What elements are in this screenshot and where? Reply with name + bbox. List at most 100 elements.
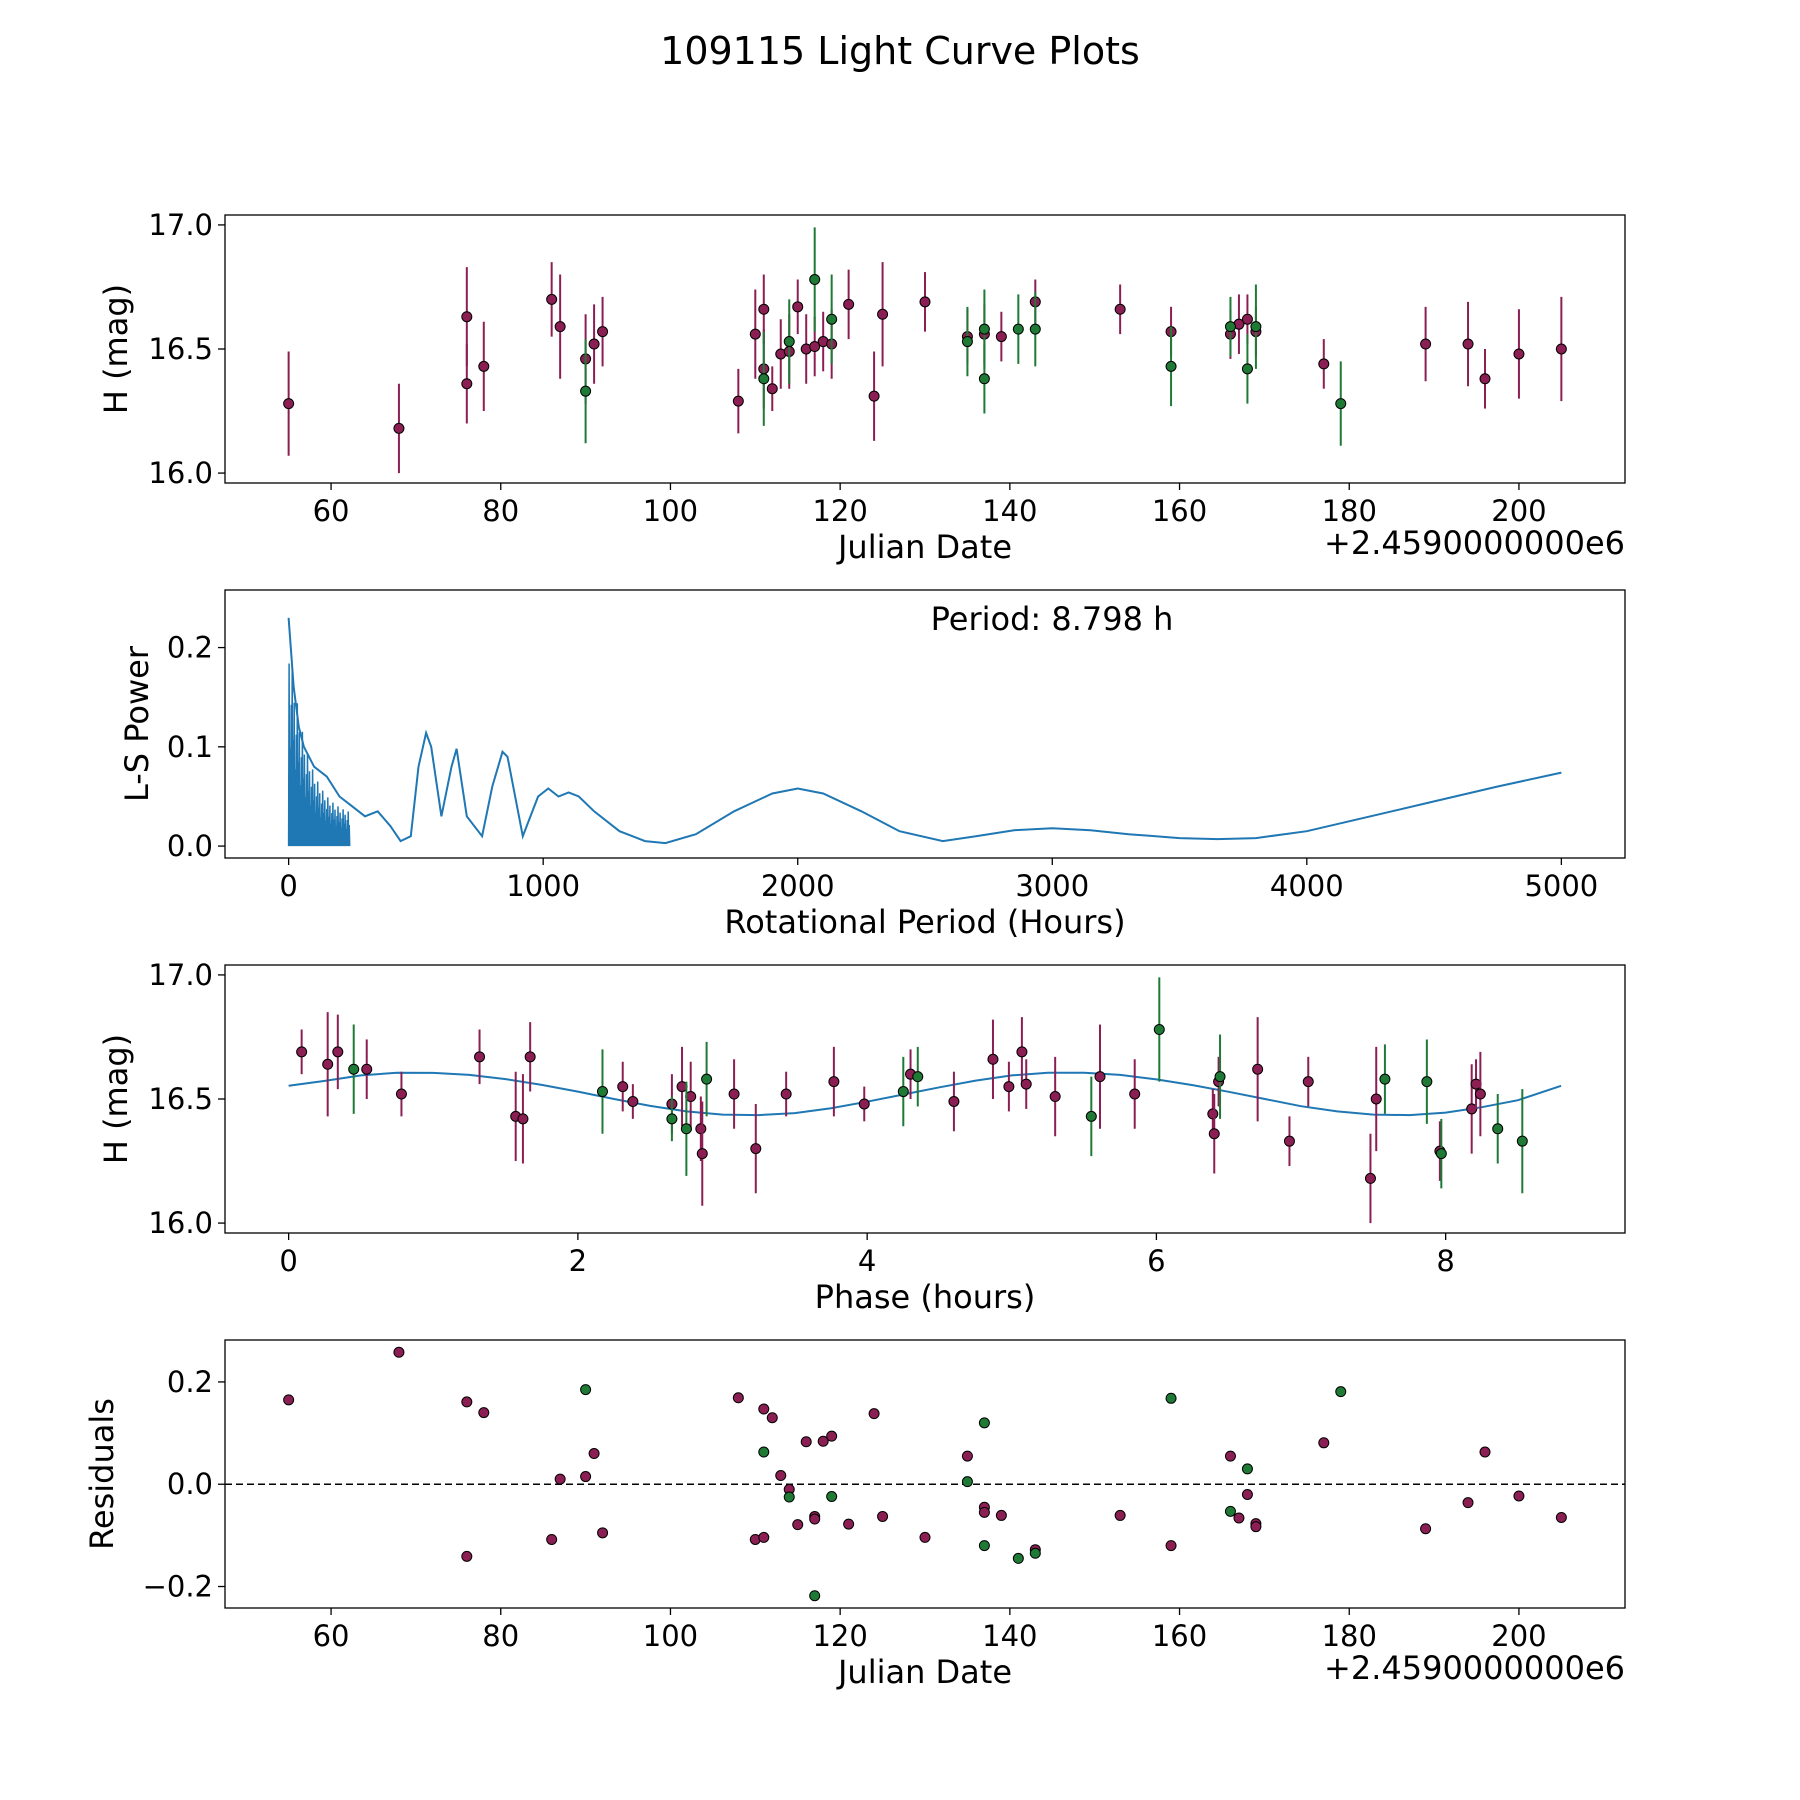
lightcurve-axes-frame xyxy=(224,214,1626,484)
phased-x-tick-label: 8 xyxy=(1436,1244,1454,1278)
phased-data-point xyxy=(517,1113,529,1125)
phased-data-point xyxy=(322,1058,334,1070)
residuals-data-point xyxy=(1241,1463,1253,1475)
lightcurve-x-tick-label: 80 xyxy=(482,494,519,528)
lightcurve-data-point xyxy=(868,390,880,402)
residuals-x-tick-label: 80 xyxy=(482,1619,519,1653)
residuals-data-point xyxy=(1250,1521,1262,1533)
phased-data-point xyxy=(348,1063,360,1075)
phased-data-point xyxy=(858,1098,870,1110)
phased-data-point xyxy=(1492,1123,1504,1135)
lightcurve-data-point xyxy=(580,385,592,397)
residuals-data-point xyxy=(817,1435,829,1447)
periodogram-x-tick-label: 1000 xyxy=(506,869,580,903)
lightcurve-data-point xyxy=(1114,303,1126,315)
phased-data-point xyxy=(1003,1081,1015,1093)
phased-data-point xyxy=(1208,1128,1220,1140)
phased-panel: 0 2 4 6 8 16.0 16.5 17.0 Phase (hours) H (mag) xyxy=(97,958,1626,1316)
residuals-data-point xyxy=(1012,1552,1024,1564)
residuals-y-tick-label: 0.2 xyxy=(167,1365,213,1399)
residuals-plot-area xyxy=(225,1346,1625,1602)
lightcurve-x-tick-label: 200 xyxy=(1491,494,1546,528)
periodogram-x-tick-label: 5000 xyxy=(1524,869,1598,903)
lightcurve-data-point xyxy=(554,321,566,333)
lightcurve-data-point xyxy=(1420,338,1432,350)
residuals-data-point xyxy=(1555,1511,1567,1523)
lightcurve-data-point xyxy=(995,331,1007,343)
residuals-data-point xyxy=(800,1436,812,1448)
residuals-y-tick-label: 0.0 xyxy=(167,1467,213,1501)
lightcurve-y-tick-label: 16.5 xyxy=(148,332,213,366)
phased-data-point xyxy=(897,1086,909,1098)
residuals-data-point xyxy=(877,1510,889,1522)
residuals-data-point xyxy=(393,1346,405,1358)
lightcurve-data-point xyxy=(283,398,295,410)
phased-data-point xyxy=(1370,1093,1382,1105)
lightcurve-data-point xyxy=(588,338,600,350)
phased-data-point xyxy=(948,1095,960,1107)
lightcurve-data-point xyxy=(809,341,821,353)
periodogram-x-tick-label: 0 xyxy=(279,869,297,903)
residuals-data-point xyxy=(1165,1392,1177,1404)
lightcurve-data-point xyxy=(877,308,889,320)
periodogram-x-tick-label: 2000 xyxy=(761,869,835,903)
phased-data-point xyxy=(1516,1135,1528,1147)
phased-data-point xyxy=(912,1071,924,1083)
residuals-data-point xyxy=(1224,1505,1236,1517)
residuals-data-point xyxy=(1224,1450,1236,1462)
periodogram-ticks: 0 1000 2000 3000 4000 5000 0.0 0.1 0.2 xyxy=(167,631,1598,903)
residuals-data-point xyxy=(775,1470,787,1482)
lightcurve-data-point xyxy=(766,383,778,395)
lightcurve-data-point xyxy=(1241,313,1253,325)
residuals-x-tick-label: 60 xyxy=(313,1619,350,1653)
phased-x-tick-label: 6 xyxy=(1147,1244,1165,1278)
periodogram-x-tick-label: 3000 xyxy=(1015,869,1089,903)
residuals-data-point xyxy=(758,1531,770,1543)
lightcurve-data-point xyxy=(1250,321,1262,333)
phased-data-point xyxy=(1094,1071,1106,1083)
residuals-data-point xyxy=(478,1407,490,1419)
residuals-data-point xyxy=(868,1408,880,1420)
periodogram-x-label: Rotational Period (Hours) xyxy=(724,903,1125,941)
lightcurve-data-point xyxy=(461,378,473,390)
phased-axes-frame xyxy=(224,964,1626,1234)
phased-data-point xyxy=(701,1073,713,1085)
residuals-data-point xyxy=(978,1540,990,1552)
residuals-data-point xyxy=(554,1473,566,1485)
periodogram-y-tick-label: 0.1 xyxy=(167,730,213,764)
residuals-data-point xyxy=(1029,1547,1041,1559)
phased-data-point xyxy=(474,1051,486,1063)
residuals-data-point xyxy=(978,1417,990,1429)
residuals-data-point xyxy=(546,1533,558,1545)
phased-data-point xyxy=(1474,1088,1486,1100)
lightcurve-ticks: 60 80 100 120 140 160 180 200 16.0 16.5 17.0 xyxy=(148,208,1546,528)
phased-y-tick-label: 16.5 xyxy=(148,1082,213,1116)
lightcurve-data-point xyxy=(1012,323,1024,335)
phased-data-point xyxy=(1283,1135,1295,1147)
periodogram-power-line xyxy=(287,617,1562,845)
phased-data-point xyxy=(1129,1088,1141,1100)
lightcurve-x-tick-label: 160 xyxy=(1152,494,1207,528)
residuals-data-point xyxy=(1241,1488,1253,1500)
residuals-data-point xyxy=(597,1527,609,1539)
phased-model-curve xyxy=(288,1071,1562,1117)
lightcurve-data-point xyxy=(1224,321,1236,333)
lightcurve-y-tick-label: 16.0 xyxy=(148,456,213,490)
phased-data-point xyxy=(1153,1024,1165,1036)
lightcurve-data-point xyxy=(1241,363,1253,375)
lightcurve-data-point xyxy=(843,298,855,310)
residuals-data-point xyxy=(809,1513,821,1525)
phased-plot-area xyxy=(288,977,1562,1224)
phased-data-point xyxy=(680,1123,692,1135)
phased-data-point xyxy=(1085,1110,1097,1122)
lightcurve-panel: 60 80 100 120 140 160 180 200 16.0 16.5 17.0 Julia… xyxy=(97,208,1626,566)
residuals-data-point xyxy=(1114,1509,1126,1521)
residuals-data-point xyxy=(919,1531,931,1543)
residuals-y-label: Residuals xyxy=(83,1398,121,1550)
phased-data-point xyxy=(1364,1172,1376,1184)
lightcurve-data-point xyxy=(546,293,558,305)
lightcurve-data-point xyxy=(1513,348,1525,360)
residuals-data-point xyxy=(826,1430,838,1442)
residuals-x-tick-label: 160 xyxy=(1152,1619,1207,1653)
residuals-axes-frame xyxy=(224,1339,1626,1609)
